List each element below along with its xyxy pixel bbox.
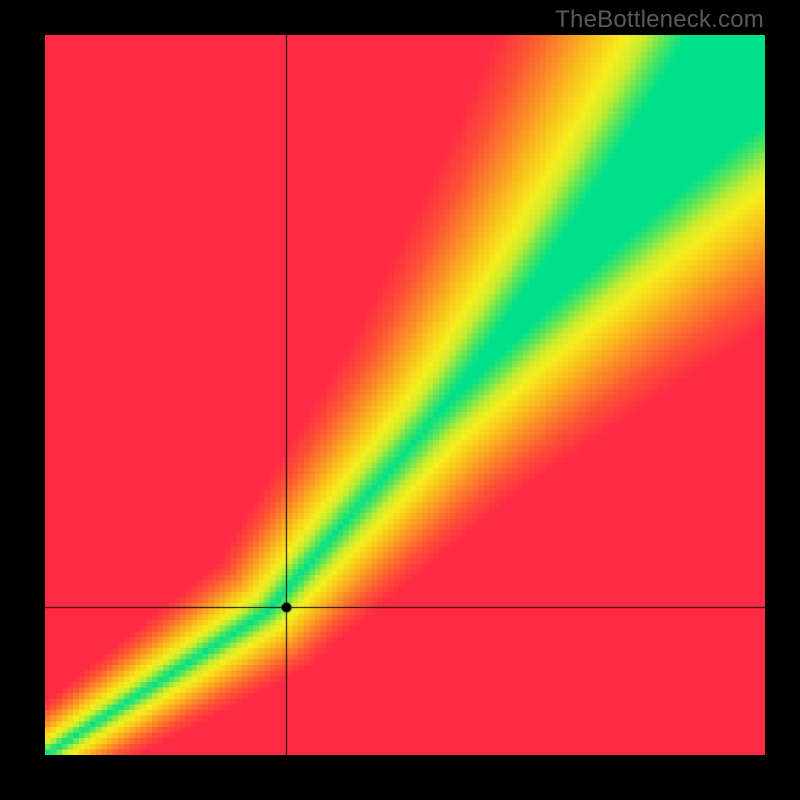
crosshair-overlay (45, 35, 765, 755)
chart-container: TheBottleneck.com (0, 0, 800, 800)
watermark-text: TheBottleneck.com (555, 6, 764, 34)
